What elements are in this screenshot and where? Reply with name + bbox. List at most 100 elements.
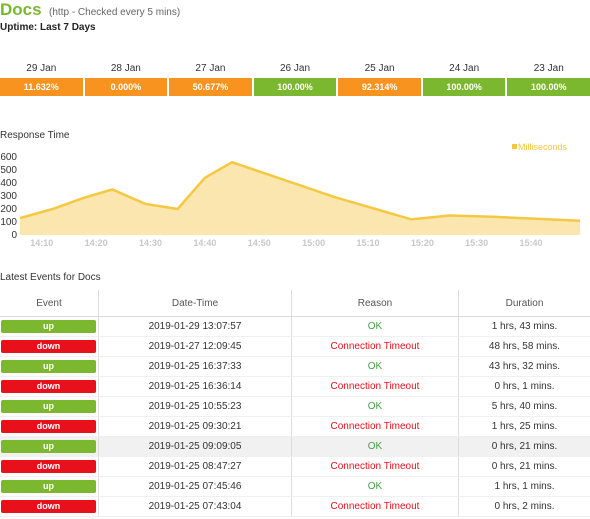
event-status-cell: up: [0, 316, 99, 337]
day-uptime-percent[interactable]: 11.632%: [0, 78, 83, 96]
event-status-cell: up: [0, 396, 99, 417]
event-row: down 2019-01-27 12:09:45 Connection Timeou…: [0, 336, 590, 357]
event-duration: 5 hrs, 40 mins.: [458, 396, 590, 417]
x-tick-label: 14:30: [139, 238, 162, 248]
event-row: up 2019-01-25 09:09:05 OK 0 hrs, 21 mins.: [0, 436, 590, 457]
event-row: down 2019-01-25 16:36:14 Connection Timeou…: [0, 376, 590, 397]
monitor-header: Docs (http - Checked every 5 mins): [0, 0, 180, 20]
y-tick-label: 0: [11, 230, 17, 241]
event-status-cell: up: [0, 356, 99, 377]
status-badge: down: [1, 500, 96, 513]
status-badge: up: [1, 360, 96, 373]
events-table: Event Date-Time Reason Duration up 2019-0…: [0, 290, 590, 517]
events-header-row: Event Date-Time Reason Duration: [0, 290, 590, 317]
day-uptime: 23 Jan 100.00%: [507, 60, 590, 96]
event-row: down 2019-01-25 09:30:21 Connection Timeou…: [0, 416, 590, 437]
event-reason: Connection Timeout: [291, 456, 459, 477]
col-datetime: Date-Time: [98, 290, 292, 317]
response-time-chart: 0 100 200 300 400 500 600 14:10 14:20 14:30 14:40 1…: [0, 142, 581, 248]
status-badge: up: [1, 320, 96, 333]
col-event: Event: [0, 290, 99, 317]
event-reason: OK: [291, 396, 459, 417]
x-tick-label: 15:20: [411, 238, 434, 248]
x-tick-label: 15:00: [302, 238, 325, 248]
legend-label: Milliseconds: [518, 142, 568, 152]
event-row: down 2019-01-25 08:47:27 Connection Timeou…: [0, 456, 590, 477]
day-uptime: 29 Jan 11.632%: [0, 60, 83, 96]
y-tick-label: 400: [0, 178, 17, 189]
event-datetime: 2019-01-25 07:43:04: [98, 496, 292, 517]
y-tick-label: 500: [0, 165, 17, 176]
status-badge: up: [1, 400, 96, 413]
status-badge: up: [1, 480, 96, 493]
event-datetime: 2019-01-25 08:47:27: [98, 456, 292, 477]
event-duration: 1 hrs, 25 mins.: [458, 416, 590, 437]
legend-swatch: [512, 144, 517, 149]
x-tick-label: 14:40: [193, 238, 216, 248]
x-tick-label: 14:10: [30, 238, 53, 248]
event-reason: OK: [291, 436, 459, 457]
day-date: 27 Jan: [195, 63, 226, 74]
event-duration: 1 hrs, 43 mins.: [458, 316, 590, 337]
day-date: 25 Jan: [364, 63, 395, 74]
y-tick-label: 300: [0, 191, 17, 202]
status-badge: down: [1, 460, 96, 473]
event-row: down 2019-01-25 07:43:04 Connection Timeou…: [0, 496, 590, 517]
status-badge: down: [1, 420, 96, 433]
day-date: 24 Jan: [449, 63, 480, 74]
event-duration: 0 hrs, 1 mins.: [458, 376, 590, 397]
col-duration: Duration: [458, 290, 590, 317]
event-status-cell: down: [0, 456, 99, 477]
event-reason: Connection Timeout: [291, 336, 459, 357]
y-tick-label: 200: [0, 204, 17, 215]
event-duration: 0 hrs, 21 mins.: [458, 456, 590, 477]
day-uptime: 26 Jan 100.00%: [253, 60, 337, 96]
event-status-cell: down: [0, 336, 99, 357]
day-uptime-percent[interactable]: 100.00%: [422, 78, 506, 96]
x-tick-label: 14:20: [85, 238, 108, 248]
event-reason: OK: [291, 316, 459, 337]
day-uptime: 24 Jan 100.00%: [422, 60, 506, 96]
event-status-cell: up: [0, 476, 99, 497]
day-date: 26 Jan: [280, 63, 311, 74]
event-datetime: 2019-01-27 12:09:45: [98, 336, 292, 357]
y-tick-label: 600: [0, 152, 17, 163]
monitor-subtitle: (http - Checked every 5 mins): [49, 7, 181, 18]
day-uptime-percent[interactable]: 92.314%: [338, 78, 421, 96]
day-uptime: 28 Jan 0.000%: [84, 60, 168, 96]
event-duration: 0 hrs, 2 mins.: [458, 496, 590, 517]
response-series-line: [19, 160, 581, 222]
day-date: 23 Jan: [533, 63, 564, 74]
day-date: 28 Jan: [110, 63, 141, 74]
x-tick-label: 15:10: [356, 238, 379, 248]
events-title: Latest Events for Docs: [0, 272, 101, 283]
event-duration: 0 hrs, 21 mins.: [458, 436, 590, 457]
day-uptime-percent[interactable]: 50.677%: [169, 78, 252, 96]
event-row: up 2019-01-29 13:07:57 OK 1 hrs, 43 mins.: [0, 316, 590, 337]
event-datetime: 2019-01-25 10:55:23: [98, 396, 292, 417]
event-reason: Connection Timeout: [291, 496, 459, 517]
event-reason: Connection Timeout: [291, 416, 459, 437]
response-time-title: Response Time: [0, 130, 70, 141]
x-tick-label: 14:50: [248, 238, 271, 248]
uptime-label: Uptime: Last 7 Days: [0, 22, 96, 33]
status-badge: down: [1, 380, 96, 393]
event-status-cell: down: [0, 496, 99, 517]
day-uptime-percent[interactable]: 0.000%: [84, 78, 168, 96]
event-datetime: 2019-01-25 16:36:14: [98, 376, 292, 397]
daily-uptime-strip: 29 Jan 11.632% 28 Jan 0.000% 27 Jan 50.677% 26…: [0, 60, 590, 96]
x-tick-label: 15:30: [465, 238, 488, 248]
day-date: 29 Jan: [26, 63, 57, 74]
day-uptime-percent[interactable]: 100.00%: [507, 78, 590, 96]
day-uptime-percent[interactable]: 100.00%: [253, 78, 337, 96]
day-uptime: 25 Jan 92.314%: [338, 60, 421, 96]
monitor-name: Docs: [0, 0, 42, 19]
status-badge: up: [1, 440, 96, 453]
y-tick-label: 100: [0, 217, 17, 228]
x-tick-label: 15:40: [520, 238, 543, 248]
response-area-fill: [20, 162, 580, 235]
event-row: up 2019-01-25 10:55:23 OK 5 hrs, 40 mins.: [0, 396, 590, 417]
event-status-cell: down: [0, 376, 99, 397]
event-row: up 2019-01-25 07:45:46 OK 1 hrs, 1 mins.: [0, 476, 590, 497]
status-badge: down: [1, 340, 96, 353]
